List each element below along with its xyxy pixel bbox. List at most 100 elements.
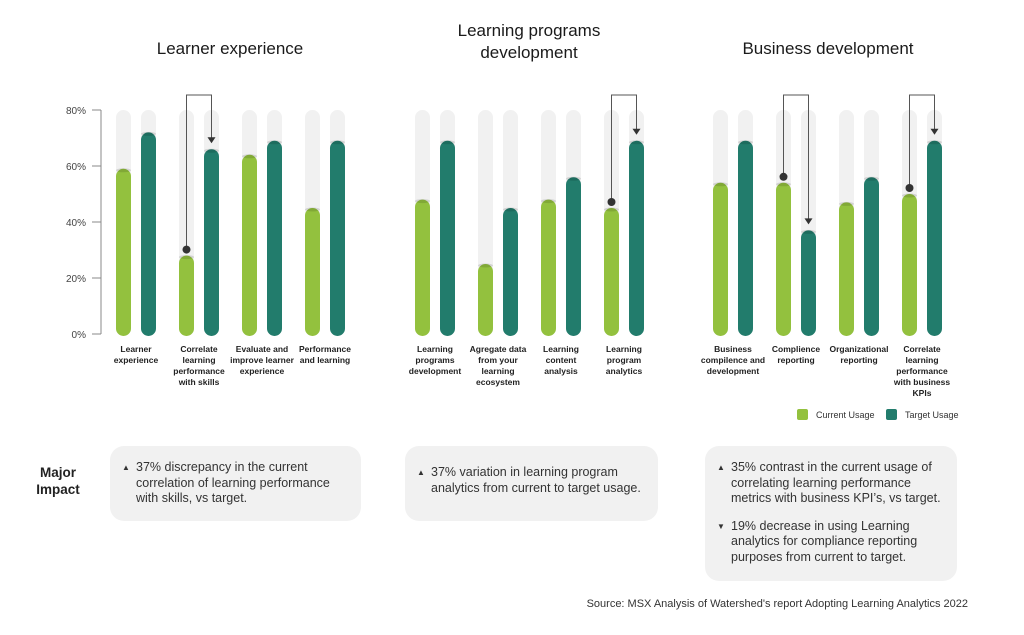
y-tick-label: 0% — [72, 330, 87, 341]
bar-top-cap — [541, 199, 556, 204]
bar-target — [330, 140, 345, 336]
impact-text: 19% decrease in using Learning analytics… — [731, 518, 918, 564]
category-label: Agregate data from your learning ecosystem — [470, 344, 527, 387]
bar-top-cap — [776, 182, 791, 187]
bar-top-cap — [440, 140, 455, 145]
group-title-business-development: Business development — [742, 39, 914, 58]
arrow-head-icon — [207, 137, 216, 144]
bar-top-cap — [503, 207, 518, 212]
arrow-up-icon: ▲ — [717, 463, 725, 472]
bar-current — [713, 182, 728, 336]
category-label: Complience reporting — [772, 344, 820, 365]
arrow-head-icon — [804, 218, 813, 225]
legend-swatch-current — [797, 409, 808, 420]
impact-text: 35% contrast in the current usage of cor… — [731, 460, 941, 505]
impact-text: 37% variation in learning program analyt… — [431, 465, 641, 495]
y-tick-label: 20% — [66, 274, 86, 285]
bar-current — [839, 202, 854, 336]
y-tick-label: 40% — [66, 218, 86, 229]
legend-current: Current Usage — [797, 409, 875, 420]
y-tick-label: 60% — [66, 162, 86, 173]
category-label: Correlate learning performance with busines… — [893, 344, 950, 398]
bar-target — [738, 140, 753, 336]
bar-current — [415, 199, 430, 336]
bar-top-cap — [864, 176, 879, 181]
legend-target: Target Usage — [886, 409, 959, 420]
bar-top-cap — [478, 263, 493, 268]
bar-target — [864, 177, 879, 336]
bar-top-cap — [305, 207, 320, 212]
bar-top-cap — [566, 176, 581, 181]
bar-top-cap — [242, 154, 257, 159]
connector-line — [909, 94, 935, 188]
bar-current — [902, 194, 917, 336]
bar-top-cap — [801, 229, 816, 234]
connector-line — [783, 94, 809, 220]
bar-current — [179, 255, 194, 336]
bar-target — [267, 140, 282, 336]
connector-dot — [905, 184, 914, 192]
bar-top-cap — [839, 201, 854, 206]
source-note: Source: MSX Analysis of Watershed's repo… — [586, 598, 968, 610]
connector-dot — [779, 172, 788, 181]
category-label: Learning program analytics — [606, 344, 643, 376]
legend-swatch-target — [886, 409, 897, 420]
impact-box-3: ▲ 35% contrast in the current usage of co… — [705, 446, 957, 581]
bar-current — [242, 154, 257, 336]
arrow-head-icon — [632, 128, 641, 135]
impact-box-1: ▲ 37% discrepancy in the current correlat… — [110, 446, 361, 521]
category-label: Performance and learning — [299, 344, 351, 365]
arrow-up-icon: ▲ — [122, 463, 130, 472]
connector-line — [611, 94, 637, 202]
category-label: Business compilence and development — [701, 344, 765, 376]
bar-current — [776, 182, 791, 336]
arrow-up-icon: ▲ — [417, 468, 425, 477]
y-tick-label: 80% — [66, 106, 86, 117]
category-label: Organizational reporting — [829, 344, 888, 365]
bar-top-cap — [629, 140, 644, 145]
legend-label-target: Target Usage — [905, 409, 959, 420]
bar-current — [541, 199, 556, 336]
impact-box-2: ▲ 37% variation in learning program analy… — [405, 446, 658, 521]
bar-top-cap — [604, 207, 619, 212]
category-label: Learning programs development — [409, 344, 462, 376]
connector-dot — [182, 245, 191, 254]
category-label: Learning content analysis — [543, 344, 579, 376]
bar-target — [566, 177, 581, 336]
bar-top-cap — [267, 140, 282, 145]
legend-label-current: Current Usage — [816, 409, 875, 420]
bar-top-cap — [330, 140, 345, 145]
bar-target — [204, 149, 219, 336]
bar-current — [478, 264, 493, 336]
category-label: Learner experience — [114, 344, 159, 365]
bar-top-cap — [927, 140, 942, 145]
bar-target — [141, 132, 156, 336]
bar-target — [801, 230, 816, 336]
impact-text: 37% discrepancy in the current correlati… — [136, 460, 330, 505]
bar-current — [604, 208, 619, 336]
group-title-learning-programs: Learning programs development — [457, 21, 601, 62]
bar-current — [305, 208, 320, 336]
bar-top-cap — [141, 131, 156, 136]
bar-target — [927, 140, 942, 336]
bar-top-cap — [902, 193, 917, 198]
category-label: Correlate learning performance with skills — [173, 344, 225, 387]
impact-item: ▼ 19% decrease in using Learning analytic… — [717, 519, 941, 566]
bar-target — [503, 208, 518, 336]
bar-top-cap — [116, 168, 131, 173]
major-impact-label: Major Impact — [36, 465, 80, 497]
arrow-head-icon — [930, 128, 939, 135]
bar-current — [116, 168, 131, 336]
bar-top-cap — [415, 199, 430, 204]
arrow-down-icon: ▼ — [717, 521, 725, 531]
bar-top-cap — [713, 182, 728, 187]
bar-target — [440, 140, 455, 336]
category-label: Evaluate and improve learner experience — [230, 344, 294, 376]
bar-top-cap — [738, 140, 753, 145]
bar-top-cap — [179, 255, 194, 260]
impact-item: ▲ 37% discrepancy in the current correlat… — [122, 460, 345, 507]
bar-top-cap — [204, 148, 219, 153]
impact-item: ▲ 35% contrast in the current usage of co… — [717, 460, 941, 507]
connector-dot — [607, 198, 616, 206]
